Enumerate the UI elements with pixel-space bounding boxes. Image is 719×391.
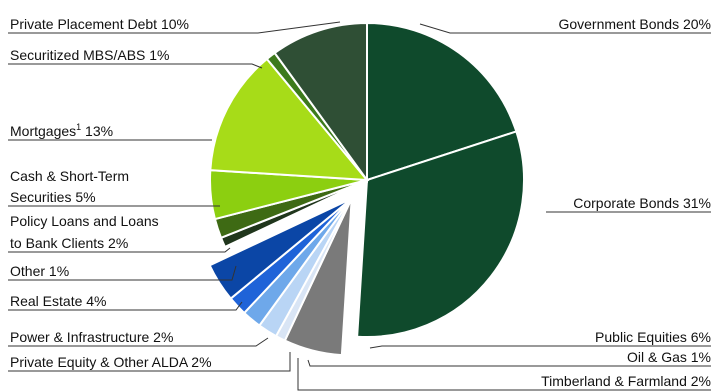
label-policy-loans-line2: to Bank Clients 2%	[10, 235, 128, 251]
pie-slice-1	[356, 130, 525, 338]
leader-line-11	[369, 345, 711, 349]
leader-line-13	[297, 358, 711, 391]
label-public-equities: Public Equities 6%	[595, 329, 711, 345]
leader-line-4	[8, 247, 231, 253]
label-other: Other 1%	[10, 263, 69, 279]
label-private-equity: Private Equity & Other ALDA 2%	[10, 354, 212, 370]
label-power-infra: Power & Infrastructure 2%	[10, 329, 173, 345]
label-government-bonds: Government Bonds 20%	[558, 16, 711, 32]
leader-line-5	[8, 265, 237, 281]
leader-line-8	[8, 352, 291, 372]
leader-line-6	[8, 301, 243, 311]
leader-lines	[8, 21, 711, 391]
pie-slice-0	[366, 21, 518, 182]
label-real-estate: Real Estate 4%	[10, 293, 107, 309]
leader-line-7	[8, 337, 269, 347]
label-timberland: Timberland & Farmland 2%	[541, 373, 711, 389]
label-corporate-bonds: Corporate Bonds 31%	[573, 195, 711, 211]
pie-slices	[208, 21, 525, 357]
label-mortgages: Mortgages1 13%	[10, 122, 113, 139]
leader-line-1	[8, 63, 263, 69]
pie-slice-11	[209, 57, 370, 182]
leader-line-9	[419, 23, 711, 34]
label-private-placement: Private Placement Debt 10%	[10, 16, 189, 32]
label-cash-line1: Cash & Short-Term	[10, 168, 129, 184]
leader-line-12	[307, 359, 711, 367]
label-policy-loans-line1: Policy Loans and Loans	[10, 213, 159, 229]
pie-slice-13	[273, 21, 368, 184]
pie-slice-7	[208, 197, 353, 300]
label-oil-gas: Oil & Gas 1%	[627, 349, 711, 365]
leader-line-0	[8, 21, 341, 34]
label-securitized: Securitized MBS/ABS 1%	[10, 47, 170, 63]
label-cash-line2: Securities 5%	[10, 189, 96, 205]
